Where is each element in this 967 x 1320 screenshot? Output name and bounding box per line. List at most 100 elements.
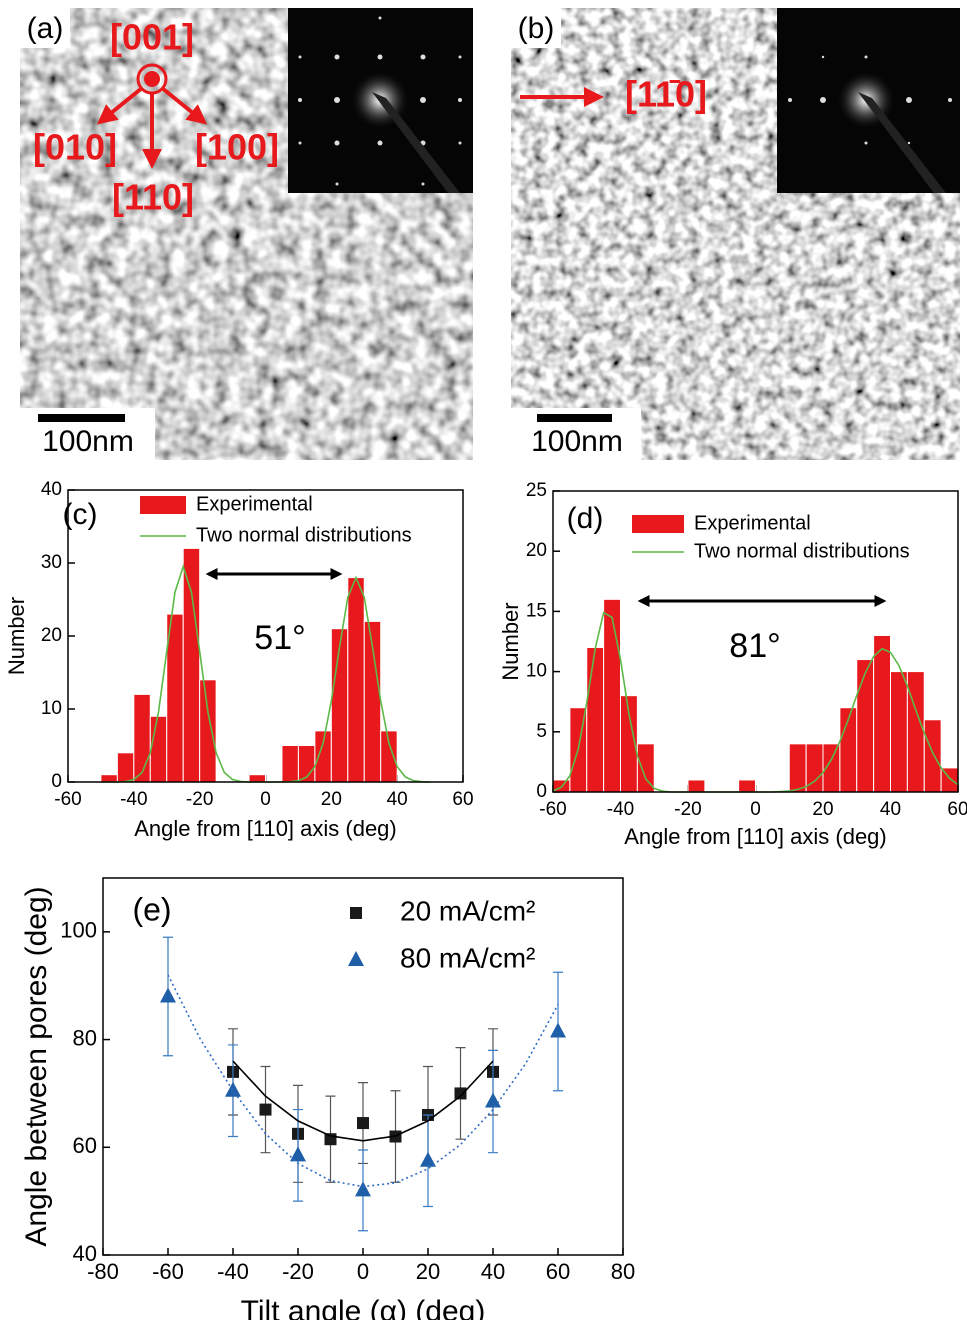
x-tick-label: 0 [357, 1259, 369, 1284]
x-tick-label: 40 [481, 1259, 505, 1284]
legend-label: 20 mA/cm² [400, 895, 535, 926]
x-tick-label: 40 [387, 789, 408, 810]
bar [923, 719, 942, 793]
y-tick-label: 80 [73, 1025, 97, 1050]
bar [873, 634, 891, 793]
direction-label: [100] [195, 127, 279, 168]
x-tick-label: -40 [607, 799, 634, 820]
bar [116, 752, 135, 783]
legend-swatch [632, 515, 684, 533]
annotation: 51° [254, 619, 305, 657]
bar [788, 743, 807, 793]
y-axis-title: Number [4, 597, 29, 675]
x-tick-label: 0 [260, 789, 271, 810]
x-tick-label: 0 [750, 799, 761, 820]
annotation: 81° [729, 627, 780, 665]
x-tick-label: -40 [120, 789, 147, 810]
bar [199, 679, 217, 783]
bar [149, 715, 168, 783]
point [357, 1117, 369, 1130]
x-tick-label: 40 [880, 799, 901, 820]
y-tick-label: 40 [73, 1241, 97, 1266]
point [290, 1146, 306, 1162]
diffraction-inset [777, 8, 960, 193]
point [355, 1181, 371, 1197]
y-tick-label: 20 [526, 540, 547, 561]
direction-label: [11̄0] [625, 74, 707, 115]
y-tick-label: 10 [41, 698, 62, 719]
bar [380, 730, 398, 783]
x-tick-label: 80 [611, 1259, 635, 1284]
x-tick-label: -40 [217, 1259, 249, 1284]
y-tick-label: 40 [41, 479, 62, 500]
bar [347, 577, 365, 783]
point [324, 1133, 337, 1146]
scale-bar-label: 100nm [42, 425, 134, 458]
y-tick-label: 5 [536, 721, 547, 742]
x-tick-label: 60 [546, 1259, 570, 1284]
bar [100, 774, 118, 783]
bar [856, 659, 875, 793]
legend-label: Two normal distributions [196, 524, 412, 546]
bar [890, 671, 908, 793]
bar [281, 745, 299, 783]
x-axis-title: Tilt angle (α) (deg) [241, 1295, 486, 1320]
x-axis-title: Angle from [110] axis (deg) [134, 816, 397, 841]
legend-label: Two normal distributions [694, 540, 910, 562]
bar [133, 693, 151, 783]
y-tick-label: 0 [51, 771, 62, 792]
direction-label: [001] [110, 17, 194, 58]
legend-swatch [348, 951, 364, 966]
legend-label: Experimental [694, 512, 811, 534]
x-axis-title: Angle from [110] axis (deg) [624, 824, 887, 849]
point [225, 1081, 241, 1097]
bar [603, 598, 621, 793]
fit-line [232, 1060, 494, 1142]
diffraction-inset [288, 8, 473, 193]
y-axis-title: Angle between pores (deg) [20, 886, 53, 1246]
point [259, 1103, 272, 1116]
x-tick-label: -20 [186, 789, 213, 810]
legend-label: Experimental [196, 493, 313, 515]
bar [182, 547, 201, 783]
plot-frame [67, 489, 464, 783]
panel-b: (b) [11̄0] 100nm [511, 8, 960, 460]
x-tick-label: 20 [416, 1259, 440, 1284]
bar [586, 647, 605, 793]
x-tick-label: 20 [812, 799, 833, 820]
bar [906, 671, 925, 793]
y-tick-label: 25 [526, 480, 547, 501]
point [485, 1092, 501, 1108]
x-tick-label: 20 [321, 789, 342, 810]
panel-label: (e) [132, 891, 171, 927]
bar [687, 779, 706, 793]
x-tick-label: 60 [947, 799, 967, 820]
legend-label: 80 mA/cm² [400, 942, 535, 973]
direction-label: [010] [33, 127, 117, 168]
panel-label: (b) [518, 12, 555, 45]
y-tick-label: 10 [526, 661, 547, 682]
plot-frame [102, 877, 624, 1256]
point [454, 1087, 467, 1100]
bar [314, 730, 332, 783]
y-tick-label: 30 [41, 552, 62, 573]
point [160, 987, 176, 1003]
x-tick-label: -60 [54, 789, 81, 810]
legend-swatch [140, 496, 186, 514]
bar [248, 774, 267, 783]
x-tick-label: -20 [674, 799, 701, 820]
bar [738, 779, 756, 793]
scale-bar-label: 100nm [531, 425, 623, 458]
x-tick-label: -60 [539, 799, 566, 820]
y-axis-title: Number [498, 602, 523, 680]
y-tick-label: 0 [536, 781, 547, 802]
plot-frame [552, 490, 959, 793]
fit-line [167, 974, 559, 1188]
y-tick-label: 15 [526, 600, 547, 621]
x-tick-label: 60 [452, 789, 473, 810]
direction-label: [110] [112, 177, 194, 218]
x-tick-label: -80 [87, 1259, 119, 1284]
y-tick-label: 60 [73, 1133, 97, 1158]
panel-label: (a) [27, 12, 64, 45]
